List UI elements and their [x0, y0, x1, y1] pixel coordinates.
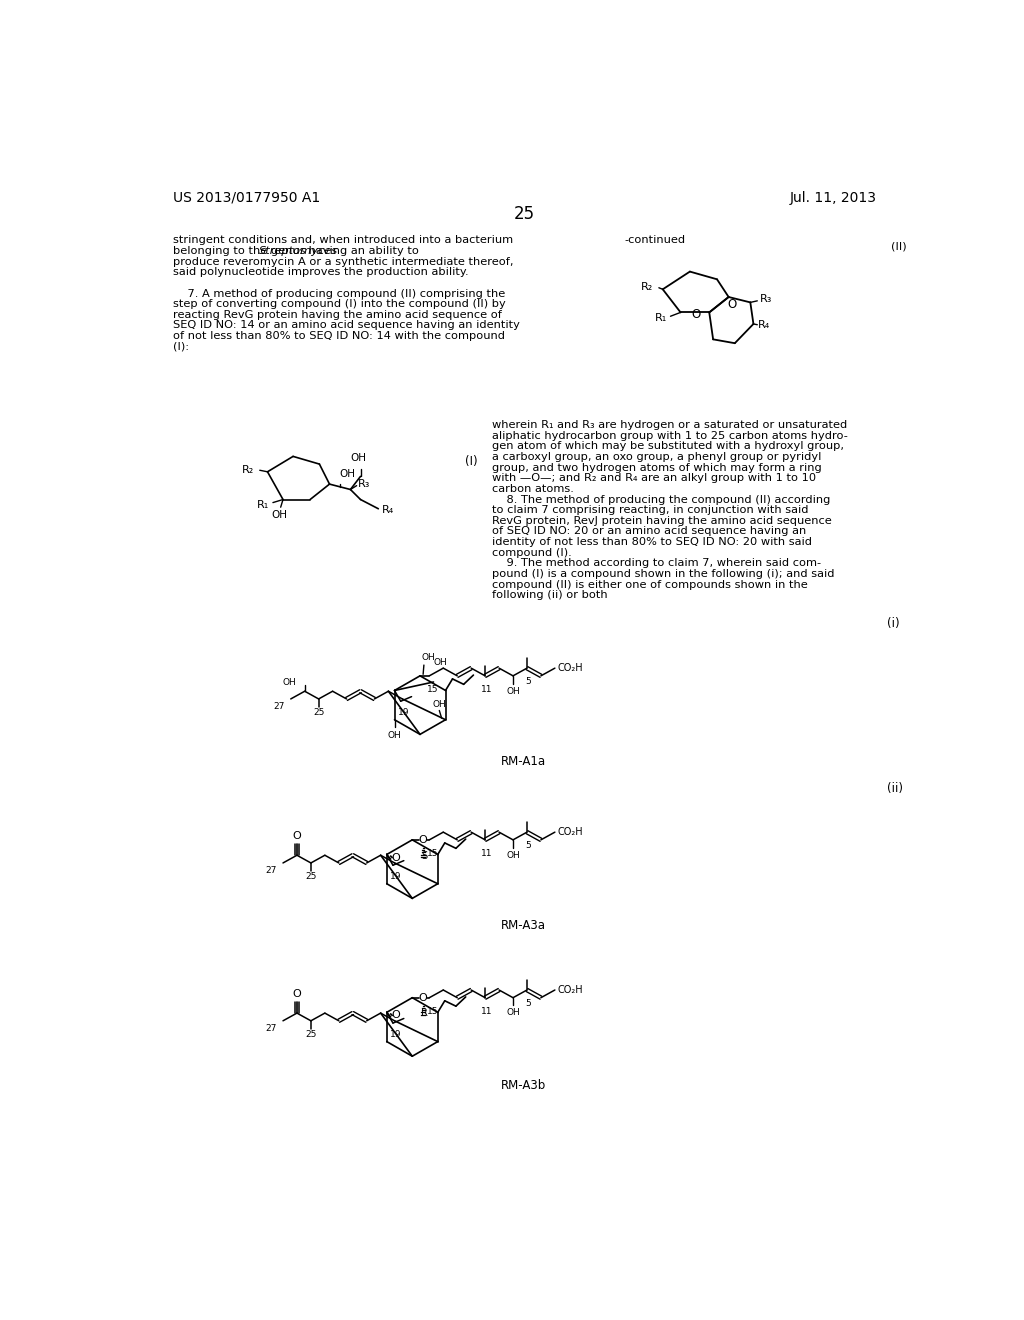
Text: OH: OH [432, 700, 446, 709]
Text: OH: OH [422, 653, 435, 663]
Text: a carboxyl group, an oxo group, a phenyl group or pyridyl: a carboxyl group, an oxo group, a phenyl… [493, 451, 821, 462]
Text: O: O [392, 853, 400, 862]
Text: RevG protein, RevJ protein having the amino acid sequence: RevG protein, RevJ protein having the am… [493, 516, 831, 525]
Text: produce reveromycin A or a synthetic intermediate thereof,: produce reveromycin A or a synthetic int… [173, 256, 513, 267]
Text: pound (I) is a compound shown in the following (i); and said: pound (I) is a compound shown in the fol… [493, 569, 835, 579]
Text: O: O [293, 832, 301, 841]
Text: said polynucleotide improves the production ability.: said polynucleotide improves the product… [173, 267, 469, 277]
Text: 25: 25 [305, 1030, 316, 1039]
Text: US 2013/0177950 A1: US 2013/0177950 A1 [173, 190, 321, 205]
Text: 11: 11 [481, 1007, 493, 1016]
Text: 8. The method of producing the compound (II) according: 8. The method of producing the compound … [493, 495, 830, 504]
Text: R: R [421, 1008, 428, 1019]
Text: 15: 15 [427, 685, 438, 694]
Text: R₁: R₁ [257, 500, 269, 510]
Text: 11: 11 [481, 685, 493, 694]
Text: OH: OH [434, 657, 447, 667]
Text: OH: OH [340, 470, 355, 479]
Text: 7. A method of producing compound (II) comprising the: 7. A method of producing compound (II) c… [173, 289, 505, 298]
Text: compound (II) is either one of compounds shown in the: compound (II) is either one of compounds… [493, 579, 808, 590]
Text: 9. The method according to claim 7, wherein said com-: 9. The method according to claim 7, wher… [493, 558, 821, 569]
Text: gen atom of which may be substituted with a hydroxyl group,: gen atom of which may be substituted wit… [493, 441, 844, 451]
Text: R₂: R₂ [640, 282, 652, 292]
Text: of not less than 80% to SEQ ID NO: 14 with the compound: of not less than 80% to SEQ ID NO: 14 wi… [173, 331, 505, 341]
Text: RM-A1a: RM-A1a [501, 755, 546, 768]
Text: R₃: R₃ [760, 294, 772, 305]
Text: belonging to the genus: belonging to the genus [173, 246, 309, 256]
Text: 25: 25 [313, 708, 325, 717]
Text: (I):: (I): [173, 342, 189, 351]
Text: O: O [392, 1010, 400, 1020]
Text: O: O [419, 993, 427, 1003]
Text: identity of not less than 80% to SEQ ID NO: 20 with said: identity of not less than 80% to SEQ ID … [493, 537, 812, 546]
Text: S: S [422, 850, 428, 861]
Text: OH: OH [506, 850, 520, 859]
Text: OH: OH [350, 453, 367, 462]
Text: 27: 27 [273, 702, 285, 711]
Text: R₂: R₂ [242, 465, 254, 475]
Text: to claim 7 comprising reacting, in conjunction with said: to claim 7 comprising reacting, in conju… [493, 506, 809, 515]
Text: R₁: R₁ [654, 313, 667, 323]
Text: of SEQ ID NO: 20 or an amino acid sequence having an: of SEQ ID NO: 20 or an amino acid sequen… [493, 527, 807, 536]
Text: O: O [293, 989, 301, 999]
Text: having an ability to: having an ability to [304, 246, 419, 256]
Text: (ii): (ii) [887, 781, 903, 795]
Text: 19: 19 [390, 873, 401, 882]
Text: compound (I).: compound (I). [493, 548, 572, 558]
Text: O: O [419, 834, 427, 845]
Text: wherein R₁ and R₃ are hydrogen or a saturated or unsaturated: wherein R₁ and R₃ are hydrogen or a satu… [493, 420, 848, 430]
Text: with —O—; and R₂ and R₄ are an alkyl group with 1 to 10: with —O—; and R₂ and R₄ are an alkyl gro… [493, 474, 816, 483]
Text: O: O [727, 298, 736, 312]
Text: OH: OH [388, 730, 401, 739]
Text: SEQ ID NO: 14 or an amino acid sequence having an identity: SEQ ID NO: 14 or an amino acid sequence … [173, 321, 520, 330]
Text: stringent conditions and, when introduced into a bacterium: stringent conditions and, when introduce… [173, 235, 513, 246]
Text: Jul. 11, 2013: Jul. 11, 2013 [790, 190, 877, 205]
Text: RM-A3a: RM-A3a [501, 919, 546, 932]
Text: (II): (II) [891, 242, 907, 252]
Text: step of converting compound (I) into the compound (II) by: step of converting compound (I) into the… [173, 300, 506, 309]
Text: CO₂H: CO₂H [558, 663, 584, 673]
Text: 19: 19 [398, 708, 410, 717]
Text: RM-A3b: RM-A3b [501, 1078, 546, 1092]
Text: CO₂H: CO₂H [558, 985, 584, 995]
Text: carbon atoms.: carbon atoms. [493, 484, 574, 494]
Text: 25: 25 [305, 873, 316, 882]
Text: OH: OH [271, 511, 287, 520]
Text: OH: OH [506, 686, 520, 696]
Text: CO₂H: CO₂H [558, 828, 584, 837]
Text: Streptomyces: Streptomyces [259, 246, 339, 256]
Text: O: O [691, 308, 700, 321]
Text: OH: OH [506, 1008, 520, 1018]
Text: -continued: -continued [624, 235, 685, 246]
Text: following (ii) or both: following (ii) or both [493, 590, 608, 601]
Text: 5: 5 [525, 677, 531, 686]
Text: R₃: R₃ [358, 479, 371, 490]
Text: reacting RevG protein having the amino acid sequence of: reacting RevG protein having the amino a… [173, 310, 502, 319]
Text: aliphatic hydrocarbon group with 1 to 25 carbon atoms hydro-: aliphatic hydrocarbon group with 1 to 25… [493, 430, 848, 441]
Text: 27: 27 [265, 1024, 276, 1032]
Text: group, and two hydrogen atoms of which may form a ring: group, and two hydrogen atoms of which m… [493, 463, 822, 473]
Text: 15: 15 [427, 1007, 438, 1016]
Text: 15: 15 [427, 849, 438, 858]
Text: R₄: R₄ [758, 321, 770, 330]
Text: 25: 25 [514, 205, 536, 223]
Text: 11: 11 [481, 849, 493, 858]
Text: 27: 27 [265, 866, 276, 875]
Text: 19: 19 [390, 1030, 401, 1039]
Text: R₄: R₄ [382, 506, 394, 515]
Text: (I): (I) [465, 454, 478, 467]
Text: OH: OH [283, 677, 296, 686]
Text: 5: 5 [525, 999, 531, 1008]
Text: 5: 5 [525, 841, 531, 850]
Text: (i): (i) [887, 616, 899, 630]
